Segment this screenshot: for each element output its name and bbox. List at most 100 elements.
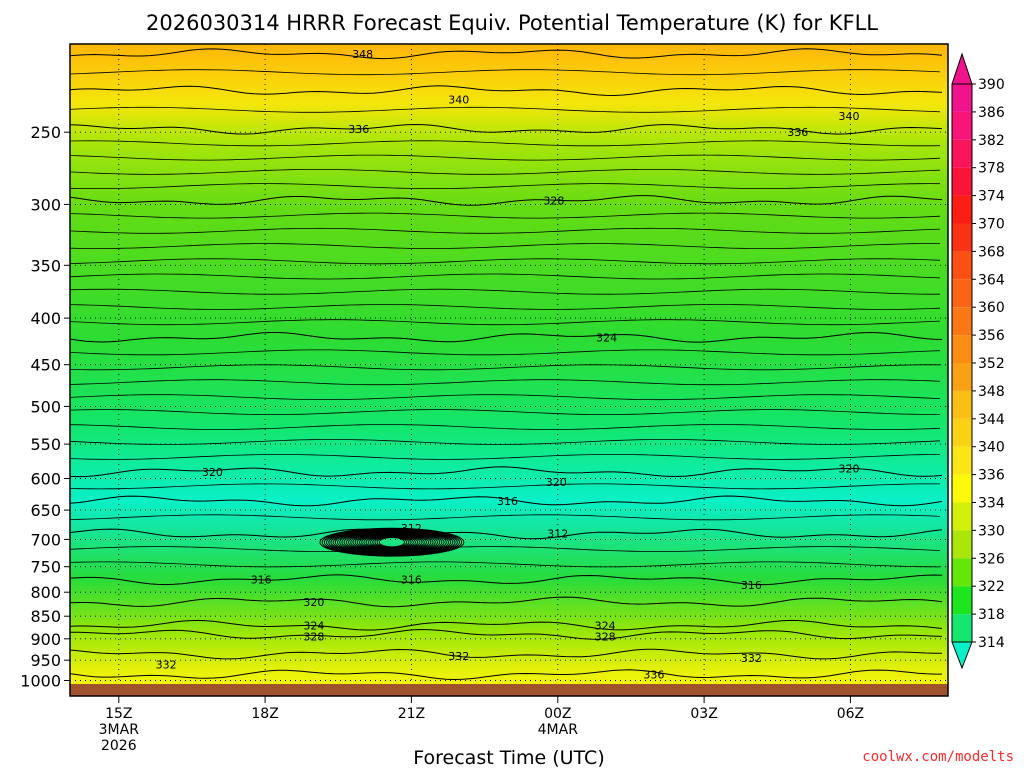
contour-line — [70, 288, 940, 295]
x-tick-label: 06Z — [837, 706, 864, 722]
contour-316 — [70, 574, 943, 586]
x-tick-label: 2026 — [101, 738, 137, 754]
x-tick-label: 21Z — [398, 706, 425, 722]
y-tick-label: 450 — [30, 356, 61, 375]
contour-324 — [70, 619, 943, 631]
x-tick-label: 4MAR — [538, 722, 579, 738]
y-tick-label: 400 — [30, 309, 61, 328]
colorbar: 390 386 382 378 374 370 368 364 360 356 352 348 344 3… — [951, 52, 1005, 670]
contour-line — [70, 561, 941, 568]
colorbar-swatch — [952, 390, 972, 419]
colorbar-top-arrow — [951, 52, 973, 85]
contour-label: 316 — [497, 495, 518, 508]
contour-line — [70, 258, 941, 265]
y-tick-label: 700 — [30, 530, 61, 549]
colorbar-swatch — [952, 307, 972, 336]
colorbar-swatch — [952, 558, 972, 587]
colorbar-swatch — [952, 335, 972, 363]
plot-frame — [69, 43, 949, 697]
colorbar-bottom-arrow — [951, 641, 973, 670]
contour-label: 336 — [643, 669, 664, 682]
colorbar-swatch — [952, 614, 972, 642]
contour-line — [70, 349, 941, 356]
contour-line — [70, 364, 940, 371]
colorbar-swatch — [952, 84, 972, 112]
colorbar-label: 360 — [978, 300, 1005, 316]
contour-line — [70, 546, 941, 553]
y-tick-label: 300 — [30, 195, 61, 214]
colorbar-label: 314 — [978, 635, 1005, 651]
colorbar-label: 322 — [978, 579, 1005, 595]
colorbar-swatch — [952, 363, 972, 391]
contour-line — [70, 454, 941, 460]
contour-324 — [70, 331, 943, 343]
chart-title: 2026030314 HRRR Forecast Equiv. Potentia… — [146, 11, 878, 35]
contour-line — [70, 409, 940, 415]
x-tick-label: 15Z — [105, 706, 132, 722]
contour-348 — [70, 48, 943, 60]
cluster-ring — [378, 537, 405, 548]
colorbar-label: 364 — [978, 272, 1005, 288]
contour-label: 332 — [741, 652, 762, 665]
y-tick-label: 550 — [30, 435, 61, 454]
colorbar-label: 390 — [978, 77, 1005, 93]
contour-label: 332 — [448, 650, 469, 663]
y-tick-label: 650 — [30, 501, 61, 520]
contour-line — [70, 227, 941, 234]
contour-label: 348 — [352, 48, 373, 61]
contour-label: 312 — [547, 528, 568, 541]
contour-line — [70, 483, 940, 490]
contour-320 — [70, 466, 943, 478]
contour-label: 336 — [787, 126, 808, 139]
colorbar-swatch — [952, 111, 972, 140]
contour-line — [70, 424, 941, 430]
contour-340 — [70, 85, 943, 97]
contour-line — [70, 212, 941, 219]
credit-text[interactable]: coolwx.com/modelts — [862, 749, 1014, 765]
contour-328 — [70, 628, 943, 640]
contour-label: 328 — [595, 631, 616, 644]
contour-label: 316 — [251, 574, 272, 587]
contour-label: 332 — [156, 658, 177, 671]
contour-label: 320 — [839, 463, 860, 476]
colorbar-swatch — [952, 223, 972, 252]
contour-line — [70, 379, 941, 386]
y-tick-label: 750 — [30, 558, 61, 577]
x-tick-label: 03Z — [690, 706, 717, 722]
colorbar-label: 378 — [978, 161, 1005, 177]
contour-label: 316 — [741, 579, 762, 592]
y-tick-label: 1000 — [20, 672, 61, 691]
contour-line — [70, 319, 941, 326]
colorbar-swatch — [952, 446, 972, 475]
y-tick-label: 500 — [30, 397, 61, 416]
x-tick-label: 18Z — [251, 706, 278, 722]
y-tick-label: 900 — [30, 630, 61, 649]
colorbar-label: 336 — [978, 468, 1005, 484]
contour-316 — [70, 495, 943, 507]
contour-label: 324 — [595, 619, 616, 632]
y-tick-label: 950 — [30, 651, 61, 670]
x-tick-label: 00Z — [544, 706, 571, 722]
contour-line — [70, 243, 940, 250]
contour-line — [70, 183, 941, 189]
colorbar-swatch — [952, 418, 972, 447]
contour-label: 316 — [401, 574, 422, 587]
contour-336 — [70, 669, 942, 681]
colorbar-label: 374 — [978, 189, 1005, 205]
contour-line — [70, 106, 941, 113]
contour-label: 328 — [543, 194, 564, 207]
colorbar-label: 356 — [978, 328, 1005, 344]
contour-line — [70, 69, 941, 76]
contour-line — [70, 154, 941, 161]
contour-320 — [70, 596, 943, 608]
colorbar-swatch — [952, 139, 972, 168]
colorbar-label: 348 — [978, 384, 1005, 400]
contour-label: 340 — [448, 93, 469, 106]
contour-312 — [70, 528, 943, 540]
colorbar-swatch — [952, 530, 972, 559]
contour-line — [70, 140, 941, 147]
grid-lines — [70, 44, 948, 696]
contour-label: 312 — [401, 522, 422, 535]
contour-line — [70, 394, 941, 401]
